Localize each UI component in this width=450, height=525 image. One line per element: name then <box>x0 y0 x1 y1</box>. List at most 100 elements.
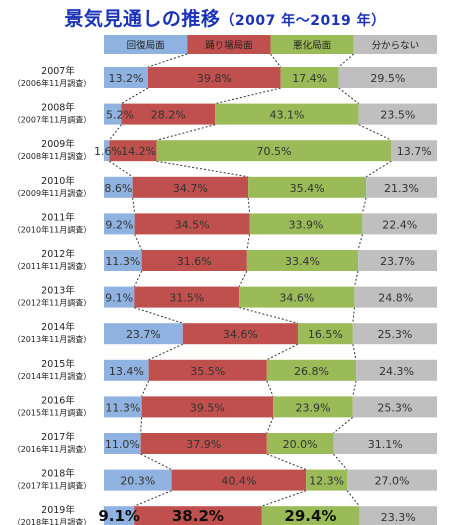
bar-segment <box>148 67 281 88</box>
bar-data-label: 39.8% <box>197 72 232 85</box>
connector-line <box>134 490 172 507</box>
bar-data-label: 29.4% <box>284 507 336 525</box>
connector-line <box>352 344 357 360</box>
bar-data-label: 34.6% <box>279 292 314 305</box>
bar-segment <box>261 506 360 525</box>
connector-line <box>140 417 143 434</box>
bar-data-label: 23.9% <box>295 401 330 414</box>
bar-segment <box>333 433 437 454</box>
connector-line <box>338 53 355 68</box>
bar-data-label: 23.3% <box>381 511 416 524</box>
bar-segment <box>306 469 348 491</box>
bar-segment <box>362 213 437 235</box>
bar-data-label: 20.0% <box>283 438 318 451</box>
connector-line <box>266 453 307 471</box>
connector-line <box>134 234 143 251</box>
row-year-label: 2011年 <box>41 211 75 223</box>
connector-line <box>141 380 150 397</box>
bar-segment <box>239 286 355 308</box>
bar-data-label: 43.1% <box>270 109 305 122</box>
connector-line <box>352 307 355 324</box>
bar-data-label: 21.3% <box>384 182 419 195</box>
bar-segment <box>352 323 437 345</box>
bar-data-label: 23.7% <box>126 328 161 341</box>
row-year-label: 2016年 <box>41 394 75 406</box>
bar-data-label: 37.9% <box>186 438 221 451</box>
bar-segment <box>354 286 437 308</box>
bar-segment <box>248 176 367 198</box>
connector-line <box>109 160 133 178</box>
bar-segment <box>141 250 247 271</box>
connector-line <box>108 124 122 141</box>
bar-data-label: 12.3% <box>309 475 344 488</box>
connector-line <box>156 160 249 178</box>
bar-data-label: 22.4% <box>382 218 417 231</box>
bar-data-label: 27.0% <box>375 475 410 488</box>
bar-data-label: 9.1% <box>98 507 140 525</box>
row-survey-label: （2015年11月調査） <box>13 407 92 417</box>
chart-title: 景気見通しの推移（2007 年～2019 年） <box>0 4 450 31</box>
bar-segment <box>134 286 240 308</box>
row-survey-label: （2006年11月調査） <box>13 78 92 88</box>
row-year-label: 2012年 <box>41 248 75 260</box>
bar-segment <box>134 506 262 525</box>
connector-line <box>266 417 274 434</box>
bar-segment <box>121 103 216 125</box>
bar-segment <box>280 67 339 88</box>
bar-segment <box>104 286 135 308</box>
bar-data-label: 35.4% <box>290 182 325 195</box>
row-year-label: 2013年 <box>41 285 75 297</box>
row-year-label: 2014年 <box>41 321 75 333</box>
connector-line <box>132 197 136 214</box>
bar-segment <box>104 103 122 125</box>
legend-swatch-4 <box>353 35 437 54</box>
bar-segment <box>109 140 157 162</box>
bar-data-label: 17.4% <box>292 72 327 85</box>
bar-segment <box>358 250 437 271</box>
bar-data-label: 9.1% <box>105 292 133 305</box>
connector-line <box>357 234 363 251</box>
bar-data-label: 39.5% <box>190 401 225 414</box>
chart-subtitle: （2007 年～2019 年） <box>220 13 386 29</box>
bar-segment <box>156 140 392 162</box>
bar-segment <box>171 469 307 491</box>
bar-segment <box>140 433 267 454</box>
connector-line <box>148 343 184 361</box>
bar-segment <box>352 396 437 418</box>
legend-label-4: 分からない <box>372 41 420 52</box>
bar-data-label: 16.5% <box>308 328 343 341</box>
bar-segment <box>104 323 183 345</box>
bar-data-label: 33.9% <box>288 218 323 231</box>
row-survey-label: （2007年11月調査） <box>13 115 92 125</box>
bar-segment <box>104 506 135 525</box>
bar-segment <box>104 140 110 162</box>
row-survey-label: （2018年11月調査） <box>13 517 92 525</box>
legend-label-2: 踊り場局面 <box>205 40 253 52</box>
bar-segment <box>266 359 357 381</box>
connector-line <box>238 270 248 287</box>
bar-data-label: 23.5% <box>380 109 415 122</box>
row-year-label: 2015年 <box>41 358 75 370</box>
connector-line <box>361 197 367 214</box>
row-year-label: 2019年 <box>41 504 75 516</box>
bar-segment <box>391 140 437 162</box>
bar-data-label: 25.3% <box>377 401 412 414</box>
bar-data-label: 24.3% <box>379 365 414 378</box>
bar-data-label: 29.5% <box>370 72 405 85</box>
row-survey-label: （2010年11月調査） <box>13 224 92 234</box>
connector-line <box>239 307 299 324</box>
row-survey-label: （2012年11月調査） <box>13 298 92 308</box>
row-survey-label: （2017年11月調査） <box>13 481 92 491</box>
connector-line <box>266 343 299 361</box>
bar-data-label: 14.2% <box>121 145 156 158</box>
bar-segment <box>104 359 149 381</box>
connector-line <box>346 490 360 507</box>
bar-segment <box>359 506 437 525</box>
bar-segment <box>297 323 353 345</box>
bar-segment <box>356 359 437 381</box>
connector-line <box>352 380 357 397</box>
bar-segment <box>132 176 249 198</box>
legend-swatch-3 <box>270 35 354 54</box>
bar-data-label: 34.6% <box>223 328 258 341</box>
